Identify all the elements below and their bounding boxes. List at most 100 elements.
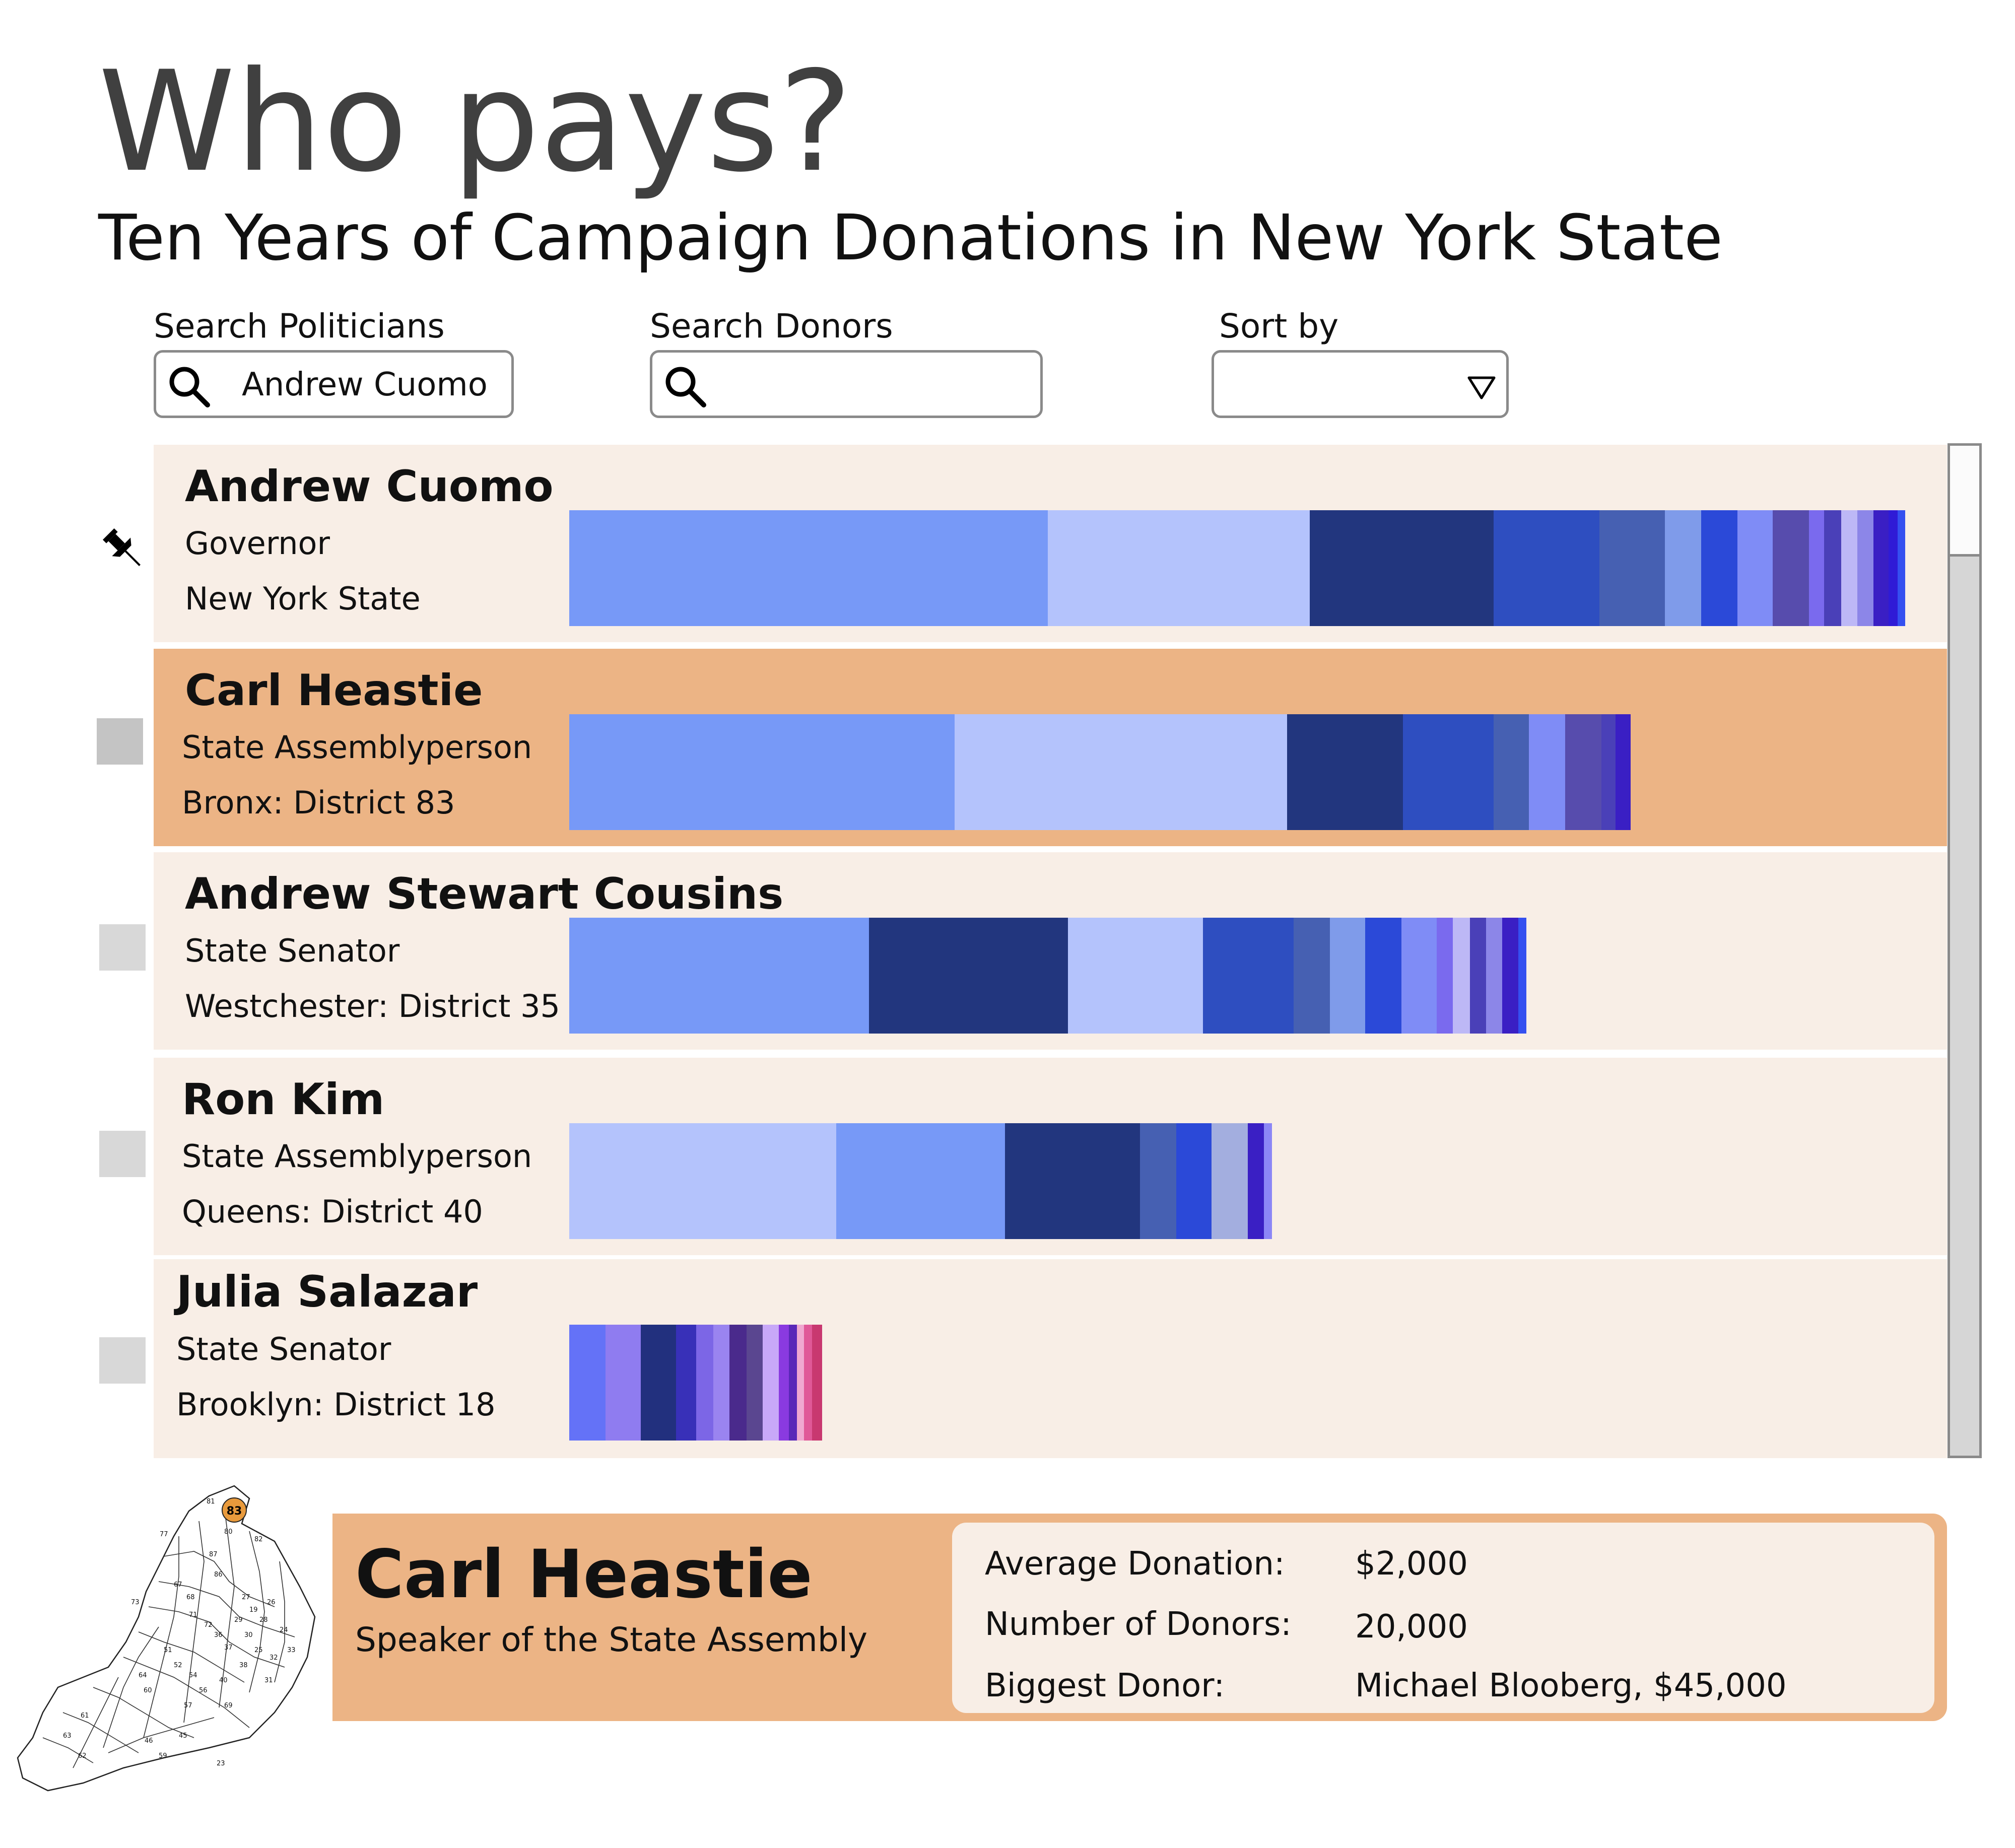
- donor-segment[interactable]: [1140, 1123, 1176, 1239]
- politician-row[interactable]: Carl Heastie State Assemblyperson Bronx:…: [154, 649, 1947, 846]
- select-checkbox[interactable]: [99, 1337, 146, 1384]
- stat-number-of-donors-label: Number of Donors:: [985, 1606, 1292, 1643]
- donor-segment[interactable]: [1502, 918, 1518, 1034]
- donor-segment[interactable]: [569, 510, 1048, 626]
- donor-segment[interactable]: [1264, 1123, 1272, 1239]
- scrollbar-thumb[interactable]: [1950, 446, 1979, 557]
- donation-bar[interactable]: [569, 1123, 1272, 1239]
- donor-segment[interactable]: [1330, 918, 1365, 1034]
- donor-segment[interactable]: [1601, 714, 1616, 830]
- donor-segment[interactable]: [1889, 510, 1898, 626]
- search-icon: [169, 367, 210, 407]
- politician-row[interactable]: Andrew Cuomo Governor New York State: [154, 445, 1947, 642]
- map-district-label: 72: [204, 1621, 213, 1629]
- map-district-label: 31: [264, 1677, 273, 1684]
- map-district-label: 80: [224, 1528, 233, 1536]
- donor-segment[interactable]: [789, 1325, 797, 1441]
- donor-segment[interactable]: [1203, 918, 1294, 1034]
- politician-row[interactable]: Ron Kim State Assemblyperson Queens: Dis…: [154, 1058, 1947, 1255]
- politician-row[interactable]: Andrew Stewart Cousins State Senator Wes…: [154, 852, 1947, 1050]
- donor-segment[interactable]: [569, 1123, 836, 1239]
- select-checkbox[interactable]: [99, 1131, 146, 1177]
- donor-segment[interactable]: [696, 1325, 713, 1441]
- select-checkbox[interactable]: [99, 924, 146, 971]
- donor-segment[interactable]: [1857, 510, 1873, 626]
- map-district-label: 38: [239, 1662, 248, 1669]
- detail-stats: Average Donation: $2,000 Number of Donor…: [952, 1523, 1934, 1713]
- donation-bar[interactable]: [569, 918, 1526, 1034]
- donor-segment[interactable]: [812, 1325, 822, 1441]
- donor-segment[interactable]: [1248, 1123, 1264, 1239]
- donor-segment[interactable]: [1401, 918, 1437, 1034]
- sort-by-select[interactable]: [1212, 350, 1509, 418]
- donor-segment[interactable]: [1529, 714, 1565, 830]
- donor-segment[interactable]: [569, 1325, 606, 1441]
- donation-bar[interactable]: [569, 714, 1631, 830]
- politician-role: Governor: [185, 525, 330, 562]
- donor-segment[interactable]: [1294, 918, 1330, 1034]
- donor-segment[interactable]: [804, 1325, 812, 1441]
- donor-segment[interactable]: [1494, 510, 1599, 626]
- politician-name: Julia Salazar: [176, 1267, 478, 1317]
- donor-segment[interactable]: [1737, 510, 1773, 626]
- donor-segment[interactable]: [1403, 714, 1494, 830]
- donation-bar[interactable]: [569, 1325, 822, 1441]
- donor-segment[interactable]: [1176, 1123, 1212, 1239]
- politician-name: Andrew Cuomo: [185, 461, 554, 512]
- donor-segment[interactable]: [569, 714, 955, 830]
- donor-segment[interactable]: [747, 1325, 763, 1441]
- donor-segment[interactable]: [955, 714, 1287, 830]
- donor-segment[interactable]: [1453, 918, 1470, 1034]
- search-politicians-input[interactable]: Andrew Cuomo: [154, 350, 514, 418]
- donor-segment[interactable]: [606, 1325, 641, 1441]
- donor-segment[interactable]: [1841, 510, 1857, 626]
- donor-segment[interactable]: [676, 1325, 696, 1441]
- map-highlight-district[interactable]: [222, 1497, 247, 1523]
- donor-segment[interactable]: [1518, 918, 1526, 1034]
- donor-segment[interactable]: [713, 1325, 729, 1441]
- select-checkbox[interactable]: [97, 718, 143, 765]
- map-district-label: 77: [160, 1531, 168, 1538]
- donation-bar[interactable]: [569, 510, 1905, 626]
- donor-segment[interactable]: [1824, 510, 1841, 626]
- donor-segment[interactable]: [1005, 1123, 1140, 1239]
- donor-segment[interactable]: [797, 1325, 804, 1441]
- search-icon: [665, 367, 706, 407]
- donor-segment[interactable]: [1809, 510, 1824, 626]
- donor-segment[interactable]: [1437, 918, 1453, 1034]
- donor-segment[interactable]: [1773, 510, 1809, 626]
- donor-segment[interactable]: [869, 918, 1068, 1034]
- donor-segment[interactable]: [763, 1325, 779, 1441]
- donor-segment[interactable]: [1470, 918, 1486, 1034]
- donor-segment[interactable]: [836, 1123, 1005, 1239]
- dropdown-triangle-icon: [1467, 376, 1496, 399]
- donor-segment[interactable]: [1486, 918, 1502, 1034]
- donor-segment[interactable]: [1287, 714, 1403, 830]
- donor-segment[interactable]: [1068, 918, 1203, 1034]
- map-district-label: 86: [214, 1571, 223, 1579]
- donor-segment[interactable]: [779, 1325, 789, 1441]
- donor-segment[interactable]: [1212, 1123, 1248, 1239]
- donor-segment[interactable]: [1898, 510, 1905, 626]
- scrollbar-track[interactable]: [1947, 443, 1982, 1458]
- donor-segment[interactable]: [729, 1325, 747, 1441]
- donor-segment[interactable]: [641, 1325, 676, 1441]
- donor-segment[interactable]: [1310, 510, 1494, 626]
- donor-segment[interactable]: [1701, 510, 1737, 626]
- donor-segment[interactable]: [1048, 510, 1310, 626]
- donor-segment[interactable]: [1494, 714, 1529, 830]
- search-donors-input[interactable]: [650, 350, 1043, 418]
- donor-segment[interactable]: [1565, 714, 1601, 830]
- pushpin-icon[interactable]: [98, 524, 149, 574]
- stat-number-of-donors-value: 20,000: [1355, 1608, 1468, 1646]
- map-district-label: 46: [145, 1737, 153, 1745]
- donor-segment[interactable]: [1599, 510, 1665, 626]
- stat-biggest-donor-value: Michael Blooberg, $45,000: [1355, 1667, 1787, 1704]
- politician-row[interactable]: Julia Salazar State Senator Brooklyn: Di…: [154, 1259, 1947, 1458]
- donor-segment[interactable]: [1873, 510, 1889, 626]
- district-map[interactable]: 83 81 77 80 82 73 87 86 26 19 24 33 62 6…: [13, 1476, 322, 1798]
- donor-segment[interactable]: [1665, 510, 1701, 626]
- donor-segment[interactable]: [1616, 714, 1631, 830]
- donor-segment[interactable]: [569, 918, 869, 1034]
- donor-segment[interactable]: [1365, 918, 1401, 1034]
